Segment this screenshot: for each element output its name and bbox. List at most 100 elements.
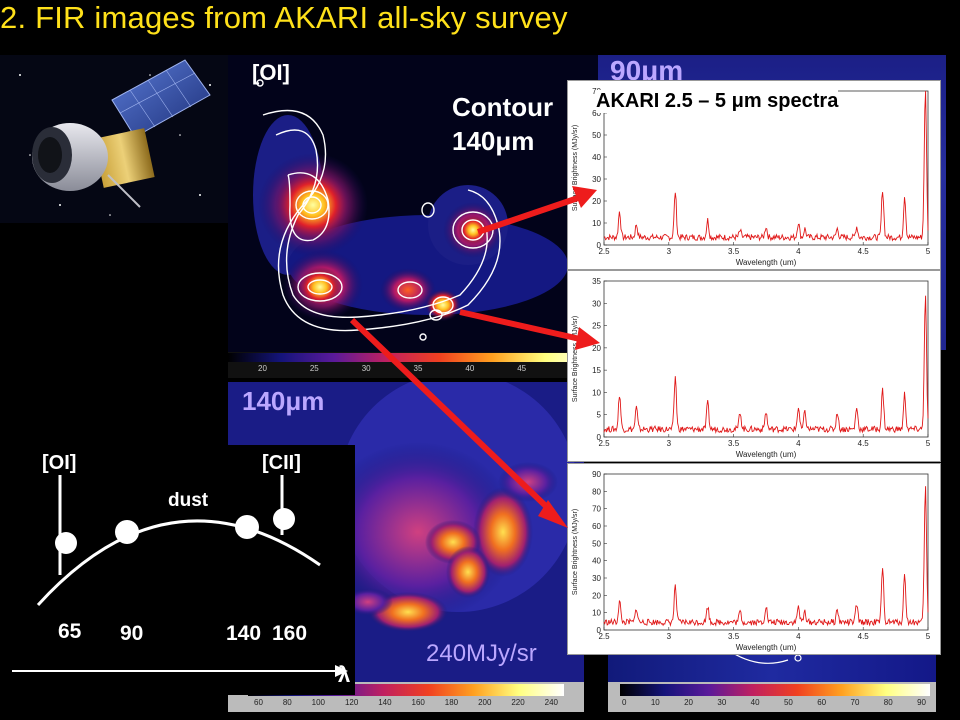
y-tick-label: 40 bbox=[592, 557, 601, 566]
spectra-header: AKARI 2.5 – 5 μm spectra bbox=[596, 90, 839, 113]
sed-dust-label: dust bbox=[168, 490, 209, 511]
spectrum-plot-area bbox=[603, 280, 929, 438]
y-tick-label: 60 bbox=[592, 109, 601, 118]
spectrum-line bbox=[603, 486, 929, 627]
oi-colorbar-tick: 35 bbox=[413, 364, 423, 373]
y-tick-label: 60 bbox=[592, 522, 601, 531]
x-tick-label: 4.5 bbox=[858, 247, 870, 256]
oi-colorbar-tick: 25 bbox=[309, 364, 319, 373]
x-axis-label: Wavelength (um) bbox=[736, 643, 797, 652]
sed-cii-label: [CII] bbox=[262, 452, 301, 474]
oi-colorbar-ticks: 20253035404550 bbox=[258, 364, 578, 376]
y-tick-label: 50 bbox=[592, 539, 601, 548]
x-tick-label: 5 bbox=[926, 247, 931, 256]
oi-map-label: [OI] bbox=[252, 60, 290, 85]
oi-colorbar-tick: 40 bbox=[465, 364, 475, 373]
y-axis-label: Surface Brightness (MJy/sr) bbox=[572, 316, 579, 402]
map-140um-colorbar-tick: 200 bbox=[478, 698, 492, 707]
map-90um-colorbar-ticks: 0 10 20 30 40 50 60 70 80 90 bbox=[622, 698, 926, 710]
y-tick-label: 0 bbox=[597, 433, 602, 442]
spectrum-panel-2: 0 5 10 15 20 25 30 35 2.5 3 3.5 4 4.5 5 Wavelength (um… bbox=[567, 270, 941, 462]
y-tick-label: 20 bbox=[592, 197, 601, 206]
sed-lambda-label: λ bbox=[338, 662, 351, 687]
sed-wl-90: 90 bbox=[120, 622, 144, 645]
y-tick-label: 10 bbox=[592, 219, 601, 228]
slide-title: 2. FIR images from AKARI all-sky survey bbox=[0, 0, 568, 35]
map-90um-colorbar-tick: 20 bbox=[684, 698, 694, 707]
sed-point-90 bbox=[115, 520, 139, 544]
y-axis-label: Surface Brightness (MJy/sr) bbox=[572, 509, 579, 595]
y-tick-label: 30 bbox=[592, 175, 601, 184]
y-tick-label: 25 bbox=[592, 322, 601, 331]
y-tick-label: 30 bbox=[592, 574, 601, 583]
x-tick-label: 3.5 bbox=[728, 632, 740, 641]
y-tick-label: 15 bbox=[592, 366, 601, 375]
sed-point-160 bbox=[273, 508, 295, 530]
y-tick-label: 0 bbox=[597, 241, 602, 250]
sed-point-65 bbox=[55, 532, 77, 554]
map-140um-intensity-label: 240MJy/sr bbox=[426, 640, 537, 667]
akari-satellite-image bbox=[0, 55, 228, 223]
dust-curve bbox=[36, 519, 321, 607]
map-140um-colorbar-tick: 80 bbox=[282, 698, 292, 707]
contour-label: Contour 140μm bbox=[452, 90, 553, 158]
contour-label-line2: 140μm bbox=[452, 126, 535, 156]
x-tick-label: 4 bbox=[796, 439, 801, 448]
x-tick-label: 3.5 bbox=[728, 439, 740, 448]
y-tick-label: 20 bbox=[592, 591, 601, 600]
y-tick-label: 40 bbox=[592, 153, 601, 162]
map-140um-colorbar-tick: 180 bbox=[444, 698, 459, 707]
x-tick-label: 3 bbox=[667, 247, 672, 256]
map-140um-colorbar-ticks: 60 80 100 120 140 160 180 200 220 240 bbox=[254, 698, 558, 710]
y-tick-label: 10 bbox=[592, 388, 601, 397]
x-tick-label: 2.5 bbox=[598, 439, 610, 448]
sed-point-140 bbox=[235, 515, 259, 539]
map-140um-colorbar-tick: 220 bbox=[511, 698, 525, 707]
map-140um-colorbar-tick: 140 bbox=[378, 698, 392, 707]
lambda-axis-arrowhead bbox=[335, 665, 348, 677]
map-90um-colorbar: 0 10 20 30 40 50 60 70 80 90 bbox=[608, 682, 936, 712]
oi-colorbar-tick: 30 bbox=[361, 364, 371, 373]
x-tick-label: 5 bbox=[926, 439, 931, 448]
sed-diagram bbox=[0, 445, 355, 695]
x-tick-label: 4 bbox=[796, 247, 801, 256]
map-90um-colorbar-tick: 40 bbox=[750, 698, 760, 707]
map-140um-colorbar-tick: 120 bbox=[344, 698, 359, 707]
map-140um-colorbar-tick: 240 bbox=[544, 698, 558, 707]
x-tick-label: 3.5 bbox=[728, 247, 740, 256]
oi-colorbar-tick: 20 bbox=[258, 364, 267, 373]
y-tick-label: 30 bbox=[592, 299, 601, 308]
map-140um-colorbar-tick: 60 bbox=[254, 698, 263, 707]
y-tick-label: 70 bbox=[592, 505, 601, 514]
x-axis-label: Wavelength (um) bbox=[736, 450, 797, 459]
map-140um-colorbar-tick: 100 bbox=[311, 698, 326, 707]
map-90um-colorbar-tick: 0 bbox=[622, 698, 627, 707]
map-90um-colorbar-tick: 70 bbox=[850, 698, 860, 707]
y-tick-label: 5 bbox=[597, 411, 602, 420]
y-axis-label: Surface Brightness (MJy/sr) bbox=[572, 125, 579, 211]
y-tick-label: 0 bbox=[597, 626, 602, 635]
y-tick-label: 90 bbox=[592, 470, 601, 479]
spectrum-plot-area bbox=[603, 90, 929, 246]
map-140um-colorbar: 60 80 100 120 140 160 180 200 220 240 bbox=[228, 682, 584, 712]
y-tick-label: 80 bbox=[592, 487, 601, 496]
x-tick-label: 3 bbox=[667, 439, 672, 448]
y-tick-label: 10 bbox=[592, 609, 601, 618]
sed-oi-label: [OI] bbox=[42, 452, 77, 474]
map-90um-colorbar-tick: 80 bbox=[883, 698, 893, 707]
x-tick-label: 2.5 bbox=[598, 632, 610, 641]
map-140um-label: 140μm bbox=[242, 386, 325, 416]
spectrum-plot-area bbox=[603, 473, 929, 631]
x-tick-label: 3 bbox=[667, 632, 672, 641]
spectrum-line bbox=[603, 295, 929, 434]
y-tick-label: 20 bbox=[592, 344, 601, 353]
spectrum-line bbox=[603, 90, 929, 242]
sed-wl-140: 140 bbox=[226, 622, 262, 645]
y-tick-label: 50 bbox=[592, 131, 601, 140]
map-90um-colorbar-tick: 50 bbox=[783, 698, 793, 707]
map-140um-colorbar-tick: 160 bbox=[411, 698, 425, 707]
map-90um-colorbar-tick: 90 bbox=[917, 698, 926, 707]
contour-label-line1: Contour bbox=[452, 92, 554, 122]
oi-colorbar: 20253035404550 bbox=[228, 352, 598, 378]
map-90um-colorbar-tick: 60 bbox=[817, 698, 827, 707]
